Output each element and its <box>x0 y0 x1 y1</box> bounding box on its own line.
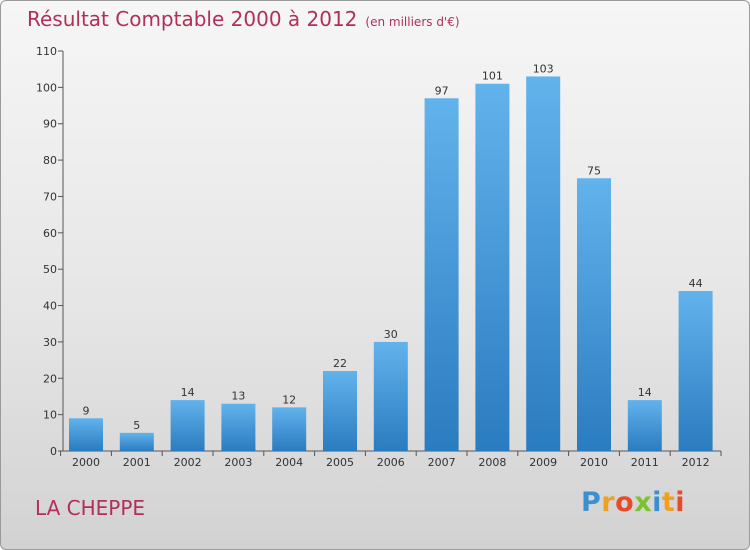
y-tick-label: 40 <box>43 300 57 313</box>
x-tick-label: 2010 <box>580 456 608 469</box>
x-tick-label: 2012 <box>682 456 710 469</box>
logo-letter: r <box>601 487 616 518</box>
bars <box>69 76 713 452</box>
data-label: 97 <box>435 84 449 97</box>
commune-name: LA CHEPPE <box>35 496 146 520</box>
bar <box>627 400 662 451</box>
x-tick-label: 2007 <box>428 456 456 469</box>
bar <box>577 178 611 452</box>
bar <box>323 371 357 451</box>
y-tick-label: 10 <box>43 409 57 422</box>
data-label: 14 <box>181 386 195 399</box>
bar <box>119 432 154 451</box>
y-tick-label: 60 <box>43 227 57 240</box>
logo-letter: P <box>581 487 602 518</box>
labels: 2000 9 2001 5 2002 14 2003 13 2004 12 2005 22 2006 30… <box>72 62 710 469</box>
bar <box>373 341 408 451</box>
data-label: 103 <box>533 62 554 75</box>
logo-letter: o <box>615 487 635 518</box>
x-tick-label: 2008 <box>478 456 506 469</box>
data-label: 13 <box>231 390 245 403</box>
x-tick-label: 2005 <box>326 456 354 469</box>
data-label: 30 <box>384 328 398 341</box>
y-tick-label: 70 <box>43 190 57 203</box>
y-tick-label: 30 <box>43 336 57 349</box>
x-tick-label: 2001 <box>123 456 151 469</box>
x-tick-label: 2002 <box>174 456 202 469</box>
chart-title-text: Résultat Comptable 2000 à 2012 <box>27 7 358 31</box>
y-tick-label: 90 <box>43 118 57 131</box>
y-tick-label: 110 <box>36 45 57 58</box>
bar <box>678 291 713 451</box>
bar <box>69 418 103 451</box>
x-tick-label: 2011 <box>631 456 659 469</box>
bar <box>424 98 459 451</box>
data-label: 5 <box>133 419 140 432</box>
proxiti-logo: Proxiti <box>581 487 685 518</box>
logo-letter: x <box>634 487 653 518</box>
chart-subtitle: (en milliers d'€) <box>365 15 460 29</box>
y-tick-label: 80 <box>43 154 57 167</box>
bar <box>170 400 205 451</box>
x-tick-label: 2009 <box>529 456 557 469</box>
bar <box>272 407 307 451</box>
data-label: 101 <box>482 70 503 83</box>
bar <box>475 83 510 452</box>
logo-letter: i <box>675 487 686 518</box>
y-tick-label: 100 <box>36 81 57 94</box>
y-tick-label: 20 <box>43 372 57 385</box>
data-label: 75 <box>587 164 601 177</box>
x-tick-label: 2003 <box>224 456 252 469</box>
bar <box>526 76 561 452</box>
chart-title: Résultat Comptable 2000 à 2012 (en millie… <box>27 7 460 31</box>
y-tick-label: 50 <box>43 263 57 276</box>
x-tick-label: 2004 <box>275 456 303 469</box>
y-tick-label: 0 <box>50 445 57 458</box>
data-label: 9 <box>83 404 90 417</box>
x-tick-label: 2000 <box>72 456 100 469</box>
logo-letter: t <box>661 487 676 518</box>
data-label: 44 <box>689 277 703 290</box>
logo-letter: i <box>652 487 662 518</box>
data-label: 22 <box>333 357 347 370</box>
data-label: 14 <box>638 386 652 399</box>
bar <box>221 403 256 451</box>
data-label: 12 <box>282 393 296 406</box>
x-tick-label: 2006 <box>377 456 405 469</box>
